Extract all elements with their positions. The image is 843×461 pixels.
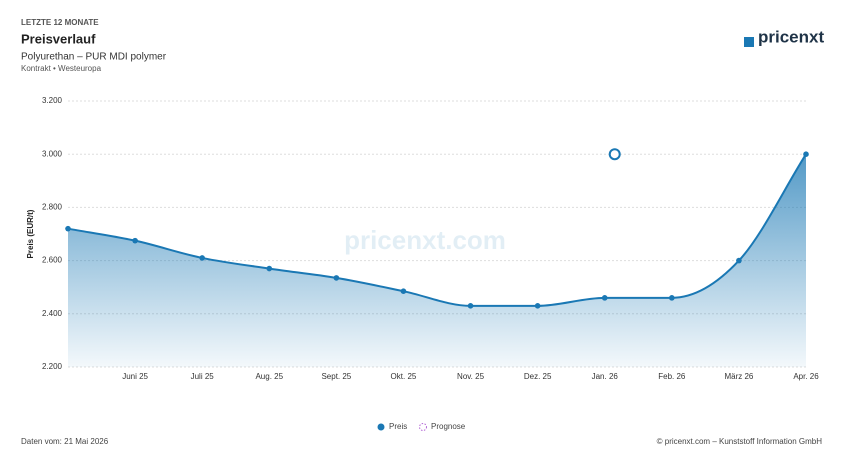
watermark: pricenxt.com — [344, 225, 506, 255]
point — [400, 288, 407, 294]
footer-date: Daten vom: 21 Mai 2026 — [21, 437, 109, 446]
logo-text: pricenxt — [758, 27, 824, 46]
x-tick-label: Feb. 26 — [658, 372, 686, 381]
x-tick-label: Apr. 26 — [793, 372, 819, 381]
point — [266, 265, 273, 272]
legend-label: Preis — [389, 422, 407, 431]
x-tick-label: Dez. 25 — [524, 372, 552, 381]
legend-label: Prognose — [431, 422, 466, 431]
y-tick-label: 3.200 — [42, 96, 63, 105]
y-tick-label: 3.000 — [42, 149, 63, 158]
point — [467, 303, 474, 309]
y-tick-label: 2.600 — [42, 256, 63, 265]
point — [803, 151, 809, 157]
x-tick-label: Juni 25 — [122, 372, 148, 381]
x-tick-label: Aug. 25 — [255, 372, 283, 381]
x-tick-label: Nov. 25 — [457, 372, 485, 381]
product: Polyurethan – PUR MDI polymer — [21, 52, 167, 63]
x-tick-label: Sept. 25 — [321, 372, 351, 381]
area — [68, 154, 806, 367]
x-tick-label: März 26 — [724, 372, 753, 381]
x-tick-label: Okt. 25 — [391, 372, 417, 381]
y-axis-label: Preis (EUR/t) — [26, 209, 35, 258]
legend-marker — [377, 423, 385, 431]
forecast-point — [608, 148, 621, 161]
point — [669, 295, 675, 301]
point — [132, 237, 138, 244]
y-tick-label: 2.400 — [42, 309, 63, 318]
point — [65, 225, 71, 232]
legend-marker — [419, 423, 427, 431]
point — [534, 303, 541, 309]
title: Preisverlauf — [21, 31, 96, 46]
footer-copyright: © pricenxt.com – Kunststoff Information … — [657, 437, 823, 446]
eyebrow: LETZTE 12 MONATE — [21, 18, 99, 27]
logo-icon — [744, 37, 754, 47]
y-tick-label: 2.800 — [42, 203, 63, 212]
point — [199, 255, 205, 261]
x-tick-label: Jan. 26 — [592, 372, 619, 381]
y-tick-label: 2.200 — [42, 362, 63, 371]
point — [333, 275, 340, 281]
logo: pricenxt — [744, 27, 824, 47]
market: Kontrakt • Westeuropa — [21, 64, 102, 73]
point — [736, 257, 742, 264]
x-tick-label: Juli 25 — [191, 372, 215, 381]
point — [601, 295, 608, 301]
